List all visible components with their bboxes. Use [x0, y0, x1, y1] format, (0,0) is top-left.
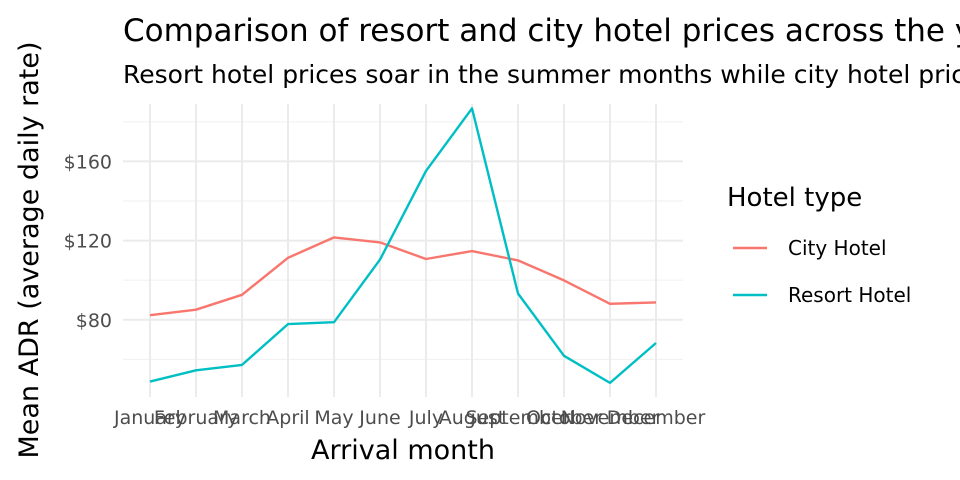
x-tick-label-11: December [607, 407, 706, 429]
x-tick-label-8: September [465, 407, 570, 429]
series-lines [149, 107, 657, 385]
x-tick-label-5: June [358, 407, 400, 429]
legend-title: Hotel type [727, 183, 862, 213]
x-tick-label-6: July [408, 407, 443, 429]
y-axis-title: Mean ADR (average daily rate) [14, 41, 45, 458]
chart-title: Comparison of resort and city hotel pric… [123, 13, 960, 49]
x-tick-label-4: May [314, 407, 353, 429]
y-tick-label-2: $160 [64, 151, 112, 173]
x-tick-label-0: January [113, 407, 186, 429]
series-line-city-hotel [149, 236, 657, 317]
x-tick-label-7: August [439, 407, 506, 429]
legend-label-resort-hotel: Resort Hotel [788, 283, 911, 307]
chart-subtitle: Resort hotel prices soar in the summer m… [123, 60, 960, 89]
grid [123, 104, 683, 397]
x-tick-label-2: March [213, 407, 271, 429]
y-tick-label-0: $80 [76, 310, 112, 332]
x-axis-title: Arrival month [311, 435, 495, 466]
x-tick-label-3: April [266, 407, 309, 429]
legend: Hotel type City Hotel Resort Hotel [727, 183, 911, 307]
legend-label-city-hotel: City Hotel [788, 236, 887, 260]
x-tick-label-1: February [154, 407, 238, 429]
y-axis-ticks: $80 $120 $160 [64, 151, 112, 331]
y-tick-label-1: $120 [64, 231, 112, 253]
x-tick-label-10: November [561, 407, 660, 429]
series-line-resort-hotel [149, 107, 657, 385]
x-tick-label-9: October [526, 407, 602, 429]
